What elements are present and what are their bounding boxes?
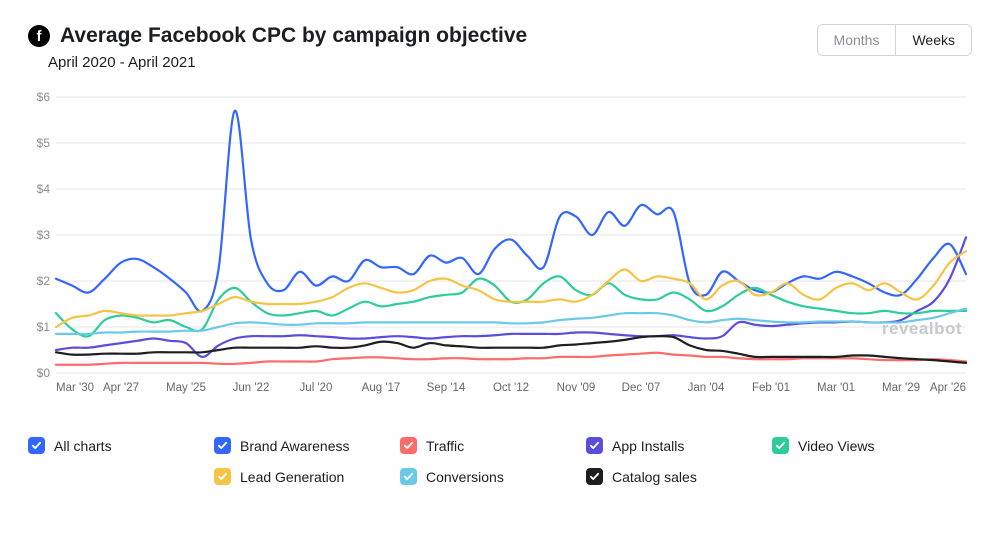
chart-card: f Average Facebook CPC by campaign objec… xyxy=(0,0,1000,485)
x-tick-label: Jan '04 xyxy=(688,382,725,394)
legend-swatch xyxy=(586,468,603,485)
y-tick-label: $4 xyxy=(37,182,51,196)
y-tick-label: $0 xyxy=(37,366,51,380)
x-tick-label: Nov '09 xyxy=(557,382,596,394)
x-tick-label: Apr '26 xyxy=(930,382,966,394)
x-tick-label: Mar '29 xyxy=(882,382,920,394)
x-tick-label: Apr '27 xyxy=(103,382,139,394)
weeks-toggle-button[interactable]: Weeks xyxy=(895,25,971,55)
months-toggle-button[interactable]: Months xyxy=(818,25,896,55)
x-tick-label: Jul '20 xyxy=(300,382,333,394)
facebook-icon: f xyxy=(28,25,50,47)
legend-label: Lead Generation xyxy=(240,469,344,485)
legend-swatch xyxy=(214,437,231,454)
legend-item[interactable]: App Installs xyxy=(586,437,772,454)
x-tick-label: Feb '01 xyxy=(752,382,790,394)
legend-label: Video Views xyxy=(798,438,875,454)
legend-item[interactable]: Brand Awareness xyxy=(214,437,400,454)
watermark: revealbot xyxy=(882,319,962,338)
date-range: April 2020 - April 2021 xyxy=(48,54,527,71)
title-block: f Average Facebook CPC by campaign objec… xyxy=(28,24,527,71)
legend-item[interactable]: Traffic xyxy=(400,437,586,454)
x-tick-label: Mar '30 xyxy=(56,382,94,394)
legend-label: Catalog sales xyxy=(612,469,697,485)
legend-item[interactable]: All charts xyxy=(28,437,214,454)
legend-label: App Installs xyxy=(612,438,684,454)
legend-label: Conversions xyxy=(426,469,504,485)
x-tick-label: Aug '17 xyxy=(362,382,401,394)
series-line xyxy=(56,237,966,357)
x-tick-label: Sep '14 xyxy=(427,382,466,394)
y-tick-label: $5 xyxy=(37,136,51,150)
legend-item[interactable]: Catalog sales xyxy=(586,468,772,485)
y-tick-label: $6 xyxy=(37,91,51,104)
timeframe-toggle: Months Weeks xyxy=(817,24,972,56)
line-chart: $0 $1 $2 $3 $4 $5 $6 Mar '30 Apr '27 May '25 Jun '… xyxy=(28,91,972,401)
x-tick-label: Mar '01 xyxy=(817,382,855,394)
legend-label: All charts xyxy=(54,438,112,454)
legend-label: Traffic xyxy=(426,438,464,454)
chart-svg: $0 $1 $2 $3 $4 $5 $6 Mar '30 Apr '27 May '25 Jun '… xyxy=(28,91,972,401)
x-tick-label: Dec '07 xyxy=(622,382,661,394)
legend-item[interactable]: Conversions xyxy=(400,468,586,485)
legend-swatch xyxy=(400,468,417,485)
legend-swatch xyxy=(214,468,231,485)
page-title: Average Facebook CPC by campaign objecti… xyxy=(60,24,527,48)
legend-item[interactable]: Video Views xyxy=(772,437,958,454)
y-tick-label: $1 xyxy=(37,320,51,334)
legend-label: Brand Awareness xyxy=(240,438,349,454)
legend-swatch xyxy=(586,437,603,454)
legend-swatch xyxy=(28,437,45,454)
header: f Average Facebook CPC by campaign objec… xyxy=(28,24,972,71)
y-tick-label: $2 xyxy=(37,274,51,288)
legend-item[interactable]: Lead Generation xyxy=(214,468,400,485)
legend: All charts Brand Awareness Traffic App Inst… xyxy=(28,437,972,485)
legend-swatch xyxy=(400,437,417,454)
series-line xyxy=(56,353,966,365)
y-tick-label: $3 xyxy=(37,228,51,242)
legend-swatch xyxy=(772,437,789,454)
x-tick-label: May '25 xyxy=(166,382,206,394)
x-tick-label: Oct '12 xyxy=(493,382,529,394)
title-row: f Average Facebook CPC by campaign objec… xyxy=(28,24,527,48)
series-line xyxy=(56,251,966,327)
x-tick-label: Jun '22 xyxy=(233,382,270,394)
